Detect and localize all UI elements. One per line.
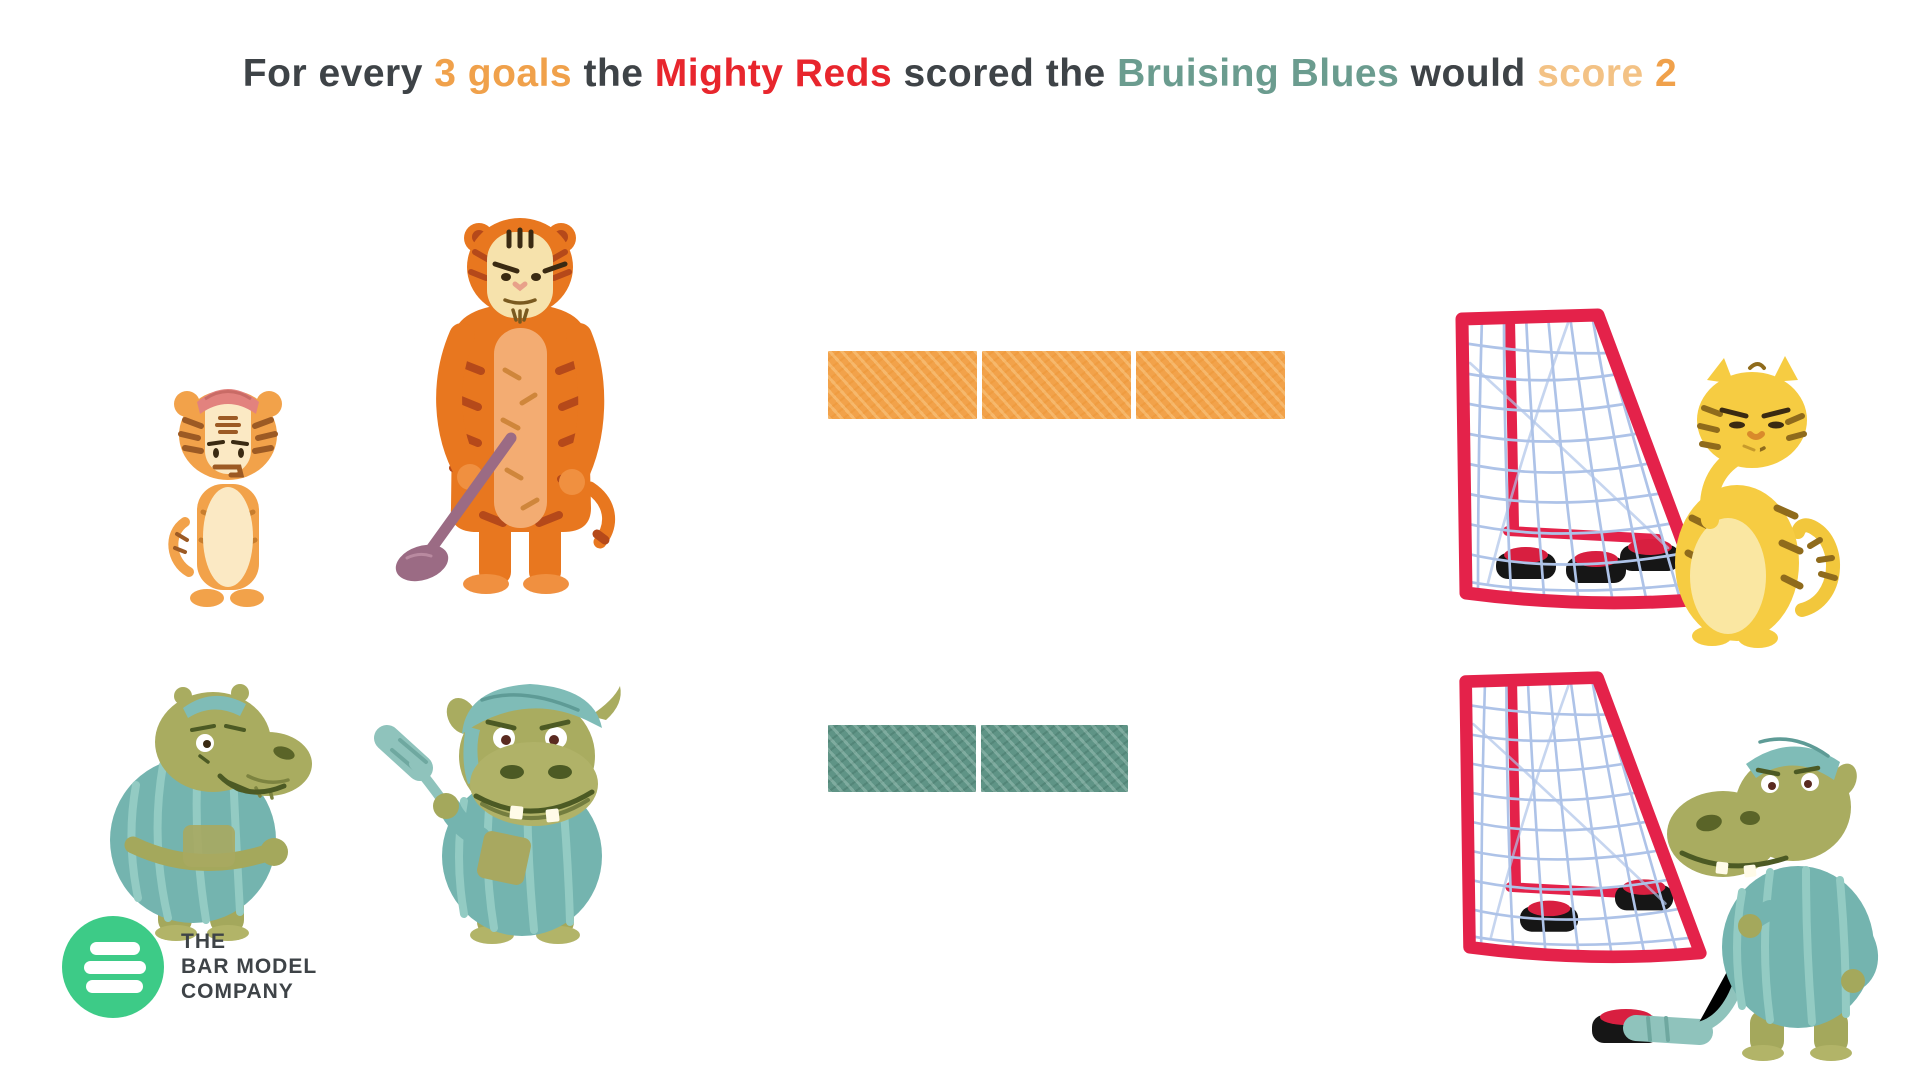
- title-segment-bruising-blues: Bruising Blues: [1117, 52, 1400, 95]
- hockey-goal-icon: [1459, 671, 1707, 964]
- logo-line: BAR MODEL: [181, 955, 318, 978]
- blues-goal-illustration: [1448, 666, 1718, 986]
- tiger-player-illustration: [383, 210, 658, 600]
- blues-bar-unit: [980, 725, 1128, 792]
- goal-frame: [1459, 671, 1707, 964]
- blues-bar-model: [828, 725, 1128, 792]
- title-segment-2: 2: [1643, 52, 1678, 95]
- hockey-stick: [423, 432, 517, 558]
- yellow-cat-icon: [1675, 356, 1840, 648]
- reds-bar-unit: [828, 351, 977, 419]
- logo-wordmark: THE BAR MODEL COMPANY: [181, 929, 317, 1004]
- logo-bar: [86, 980, 143, 993]
- title-segment: the: [572, 52, 655, 95]
- goal-net: [1465, 677, 1694, 955]
- bar-model-company-logo-icon: [62, 916, 164, 1018]
- title-segment-score: score: [1537, 52, 1644, 95]
- title-segment-mighty-reds: Mighty Reds: [654, 52, 893, 95]
- tiger-cub-icon: [168, 389, 282, 607]
- logo-line: THE: [181, 930, 226, 953]
- hippo-shooter-illustration: [1578, 722, 1878, 1067]
- hippo-casual-icon: [110, 684, 312, 941]
- logo-bar: [84, 961, 146, 974]
- logo-line: COMPANY: [181, 980, 294, 1003]
- title-segment-3-goals: 3 goals: [434, 52, 573, 95]
- blues-bar-unit: [828, 725, 976, 792]
- tiger-cub-illustration: [165, 372, 290, 612]
- logo-bar: [90, 942, 140, 955]
- hippo-casual-illustration: [88, 680, 313, 942]
- hippo-player-icon: [374, 684, 621, 944]
- hippo-player-illustration: [362, 676, 634, 950]
- reds-bar-model: [828, 351, 1285, 419]
- yellow-cat-illustration: [1652, 356, 1852, 650]
- title-segment: For every: [242, 52, 435, 95]
- page-title: For every 3 goals the Mighty Reds scored…: [0, 52, 1920, 96]
- tiger-player-icon: [395, 218, 616, 594]
- reds-bar-unit: [982, 351, 1131, 419]
- hippo-shooter-icon: [1592, 737, 1878, 1061]
- reds-bar-unit: [1136, 351, 1285, 419]
- title-segment: would: [1399, 52, 1538, 95]
- title-segment: scored the: [892, 52, 1118, 95]
